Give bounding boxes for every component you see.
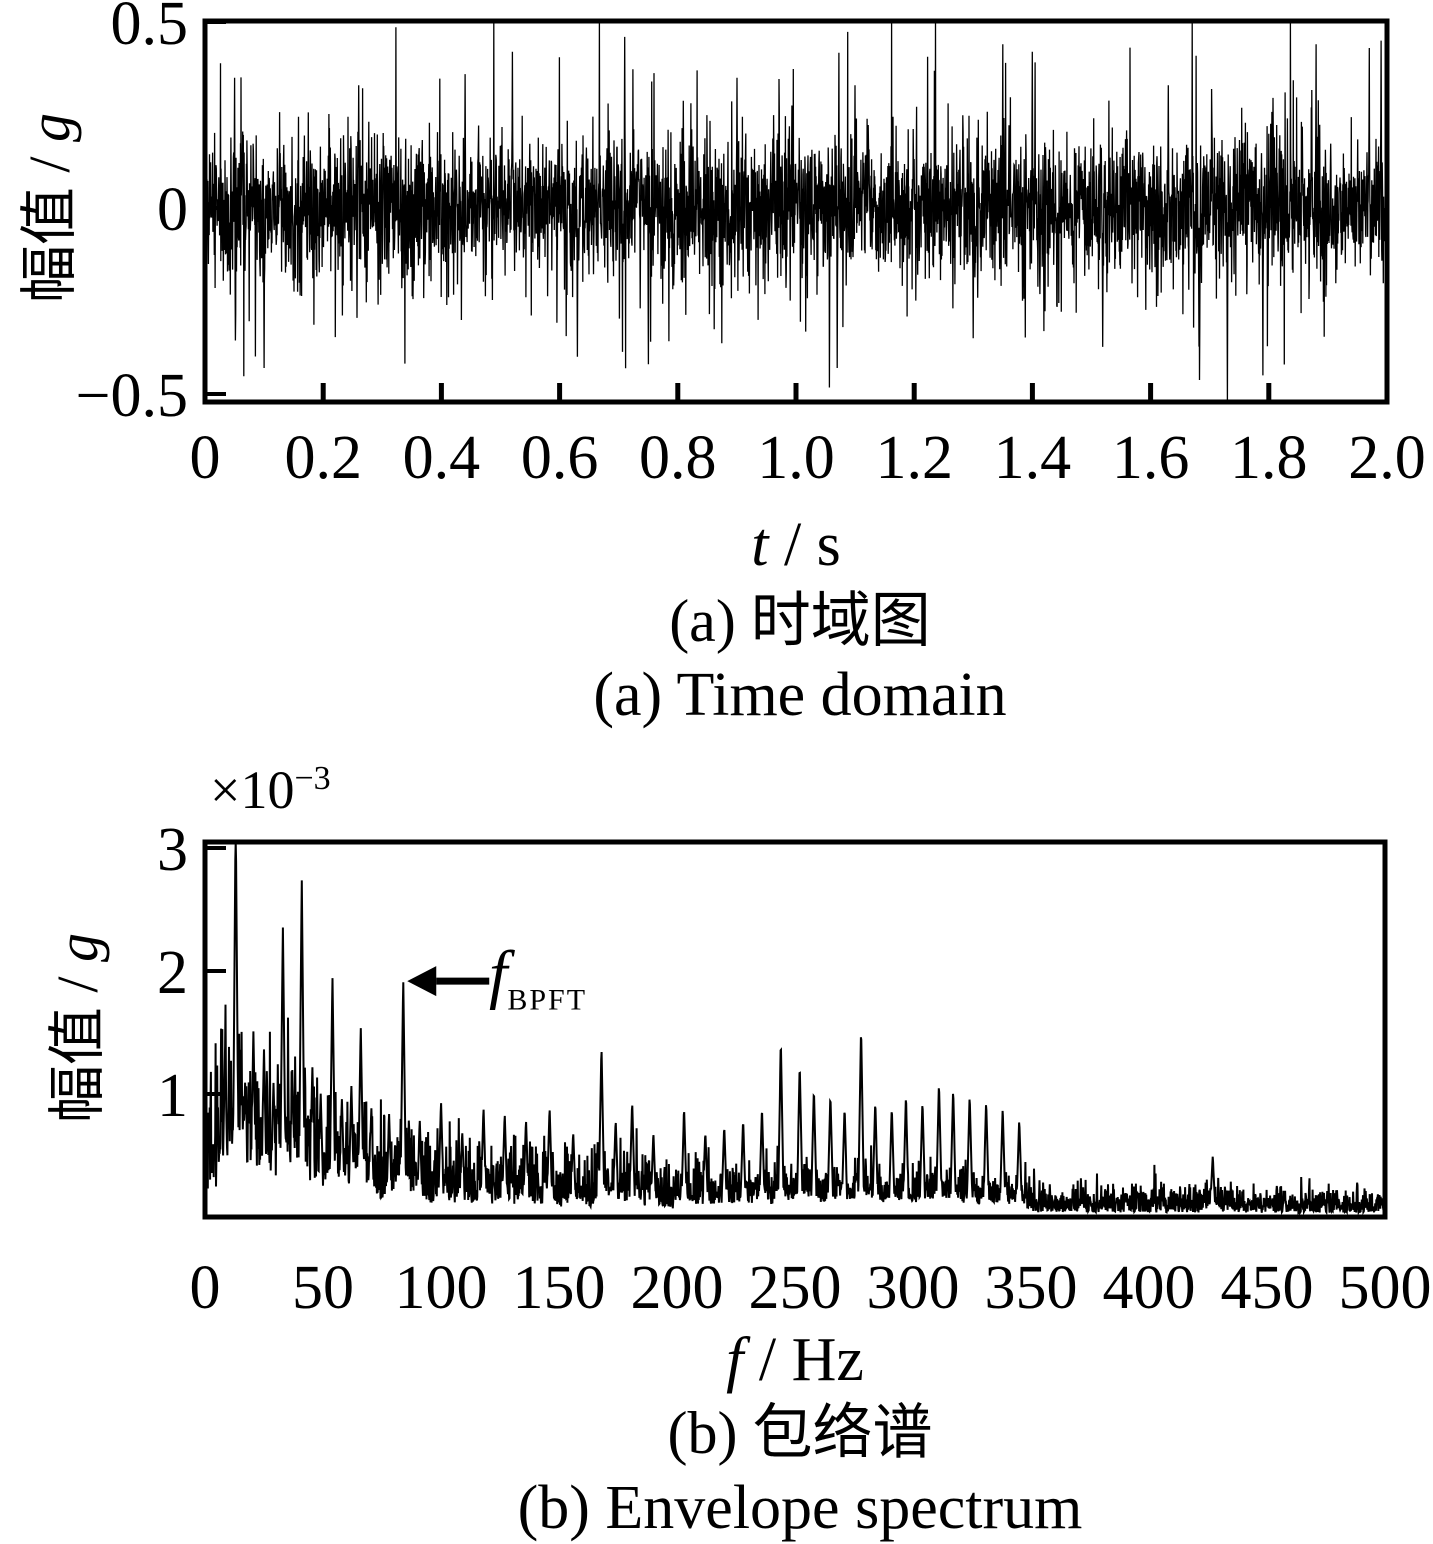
- panel-a-y-tick-label: −0.5: [75, 362, 188, 430]
- panel-a-x-tick-label: 0.4: [402, 424, 481, 492]
- panel-b-caption-zh: (b) 包络谱: [667, 1400, 933, 1466]
- panel-b-spectrum-curve: [204, 841, 1386, 1216]
- panel-b-x-tick-label: 500: [1338, 1254, 1432, 1322]
- panel-b-y-axis-label: 幅值 / g: [45, 858, 110, 1198]
- panel-a-x-tick-label: 1.4: [993, 424, 1072, 492]
- panel-a-waveform: [204, 20, 1388, 402]
- panel-b-x-tick-label: 150: [512, 1254, 606, 1322]
- panel-b-y-scale-label: ×10−3: [210, 760, 331, 820]
- panel-a-x-tick-label: 1.6: [1111, 424, 1190, 492]
- panel-a-x-axis-variable: t: [751, 511, 769, 579]
- panel-a-y-tick-label: 0: [157, 176, 188, 244]
- panel-a-x-tick-label: 2.0: [1348, 424, 1426, 492]
- panel-a-x-tick-label: 1.8: [1230, 424, 1308, 492]
- panel-a-caption-en: (a) Time domain: [593, 661, 1007, 729]
- panel-b-y-scale-base: ×10: [210, 760, 295, 820]
- panel-a-x-tick-label: 1.2: [875, 424, 953, 492]
- panel-b-plot-box: [202, 839, 1388, 1220]
- panel-b-x-tick-label: 450: [1220, 1254, 1314, 1322]
- panel-a-x-tick-label: 0: [189, 424, 221, 492]
- panel-a-x-tick-label: 0.2: [284, 424, 362, 492]
- panel-b-y-tick-label: 3: [157, 816, 188, 884]
- panel-b-x-tick-label: 200: [630, 1254, 724, 1322]
- panel-b-x-axis-label: f / Hz: [665, 1329, 925, 1391]
- panel-b-x-tick-label: 400: [1102, 1254, 1196, 1322]
- panel-b-caption-en: (b) Envelope spectrum: [517, 1474, 1083, 1542]
- panel-b-x-tick-label: 0: [189, 1254, 221, 1322]
- panel-a-x-axis-unit: / s: [768, 511, 841, 579]
- panel-b-x-axis-variable: f: [726, 1326, 744, 1394]
- panel-b-x-tick-label: 350: [984, 1254, 1078, 1322]
- panel-a-x-tick-label: 0.6: [520, 424, 599, 492]
- panel-a-x-axis-label: t / s: [686, 514, 906, 576]
- panel-b-x-tick-label: 250: [748, 1254, 842, 1322]
- panel-b-x-tick-label: 300: [866, 1254, 960, 1322]
- panel-b-x-tick-label: 50: [292, 1254, 354, 1322]
- panel-a-x-tick-label: 0.8: [639, 424, 717, 492]
- panel-a-y-axis-label-unit: g: [17, 112, 82, 142]
- bpft-annotation-variable: f: [489, 938, 508, 1011]
- panel-a-caption-zh: (a) 时域图: [669, 588, 931, 654]
- panel-a-y-tick-label: 0.5: [110, 0, 189, 58]
- panel-b-x-tick-label: 100: [394, 1254, 488, 1322]
- bpft-arrow-head: [407, 966, 437, 997]
- panel-b-y-tick-label: 1: [157, 1062, 188, 1130]
- bpft-frequency-annotation: fBPFT: [489, 942, 587, 1016]
- panel-b-y-tick-label: 2: [157, 939, 188, 1007]
- panel-b-y-scale-exponent: −3: [294, 760, 331, 797]
- panel-a-x-tick-label: 1.0: [757, 424, 835, 492]
- panel-b-x-axis-unit: / Hz: [743, 1326, 864, 1394]
- bpft-annotation-subscript: BPFT: [507, 983, 588, 1017]
